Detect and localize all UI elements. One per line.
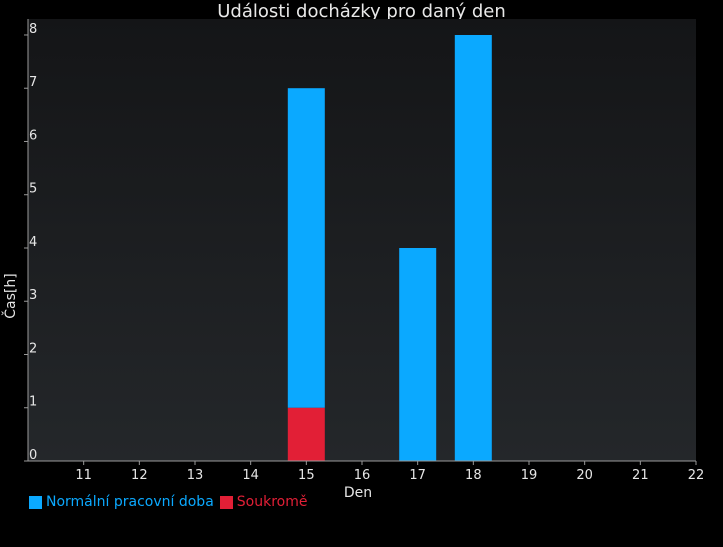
x-tick-label: 18: [465, 468, 482, 483]
x-tick-label: 12: [131, 468, 148, 483]
x-tick-label: 11: [75, 468, 92, 483]
legend-swatch: [29, 495, 42, 509]
y-tick-label: 2: [29, 341, 37, 356]
legend: Normální pracovní doba Soukromě: [29, 494, 313, 510]
legend-item: Normální pracovní doba: [29, 494, 214, 510]
x-tick-label: 22: [688, 468, 705, 483]
y-tick-label: 3: [29, 288, 37, 303]
legend-swatch: [219, 495, 233, 509]
chart-title: Události docházky pro daný den: [217, 1, 506, 22]
bar-1-x18: [454, 35, 492, 461]
x-tick-label: 13: [187, 468, 204, 483]
x-tick-label: 21: [632, 468, 649, 483]
bars-layer: [287, 35, 492, 461]
y-tick-label: 6: [29, 128, 37, 143]
y-tick-label: 4: [29, 235, 37, 250]
x-axis-label: Den: [344, 485, 372, 501]
bar-1-x17: [399, 248, 437, 461]
legend-item: Soukromě: [219, 494, 308, 510]
plot-area: [28, 19, 696, 461]
y-tick-label: 7: [29, 75, 37, 90]
bar-0-x15: [287, 407, 325, 461]
x-tick-label: 19: [521, 468, 538, 483]
y-axis-label: Čas[h]: [1, 273, 19, 318]
x-tick-label: 15: [298, 468, 315, 483]
y-tick-label: 1: [29, 395, 37, 410]
x-tick-label: 14: [242, 468, 259, 483]
x-tick-label: 20: [576, 468, 593, 483]
y-tick-label: 5: [29, 182, 37, 197]
legend-label: Normální pracovní doba: [46, 494, 214, 510]
x-tick-label: 17: [409, 468, 426, 483]
x-tick-label: 16: [354, 468, 371, 483]
y-tick-label: 0: [29, 448, 37, 463]
legend-label: Soukromě: [236, 494, 308, 510]
y-tick-label: 8: [29, 22, 37, 37]
bar-1-x15: [287, 88, 325, 408]
